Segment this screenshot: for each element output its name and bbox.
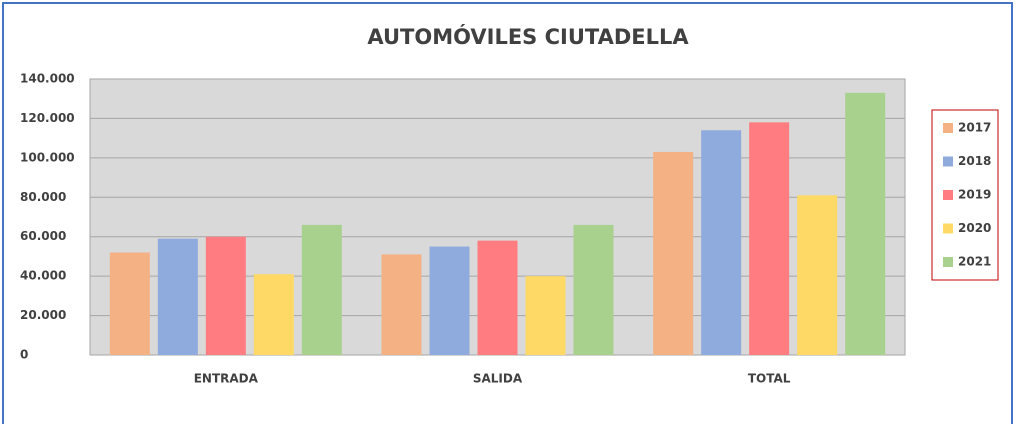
- y-tick-label: 100.000: [20, 150, 75, 164]
- legend-label: 2017: [958, 121, 991, 135]
- chart-title: AUTOMÓVILES CIUTADELLA: [367, 24, 689, 49]
- legend-label: 2020: [958, 221, 991, 235]
- bar: [749, 122, 790, 355]
- bar: [477, 240, 518, 355]
- legend-swatch: [943, 123, 953, 133]
- bar: [525, 276, 566, 355]
- bar: [701, 130, 742, 355]
- x-tick-label: SALIDA: [473, 372, 523, 386]
- x-tick-label: TOTAL: [748, 372, 791, 386]
- y-tick-label: 0: [20, 348, 28, 362]
- legend-label: 2018: [958, 154, 991, 168]
- bar: [109, 252, 150, 355]
- y-tick-label: 120.000: [20, 111, 75, 125]
- y-tick-label: 80.000: [20, 190, 66, 204]
- bar: [157, 238, 198, 355]
- bar: [205, 236, 246, 355]
- bar: [845, 92, 886, 356]
- bar: [797, 195, 838, 355]
- legend-swatch: [943, 223, 953, 234]
- bar: [429, 246, 470, 355]
- bar: [381, 254, 422, 355]
- y-tick-label: 140.000: [20, 72, 75, 86]
- y-tick-label: 60.000: [20, 229, 66, 243]
- bar: [253, 274, 294, 355]
- bar: [301, 224, 342, 355]
- y-tick-label: 40.000: [20, 269, 66, 283]
- legend-swatch: [943, 257, 953, 267]
- bar: [573, 224, 614, 355]
- legend-label: 2021: [958, 255, 991, 269]
- legend-swatch: [943, 190, 953, 200]
- x-tick-label: ENTRADA: [194, 372, 259, 386]
- bar: [653, 151, 694, 355]
- legend-label: 2019: [958, 188, 991, 202]
- legend-swatch: [943, 156, 953, 167]
- y-tick-label: 20.000: [20, 308, 66, 322]
